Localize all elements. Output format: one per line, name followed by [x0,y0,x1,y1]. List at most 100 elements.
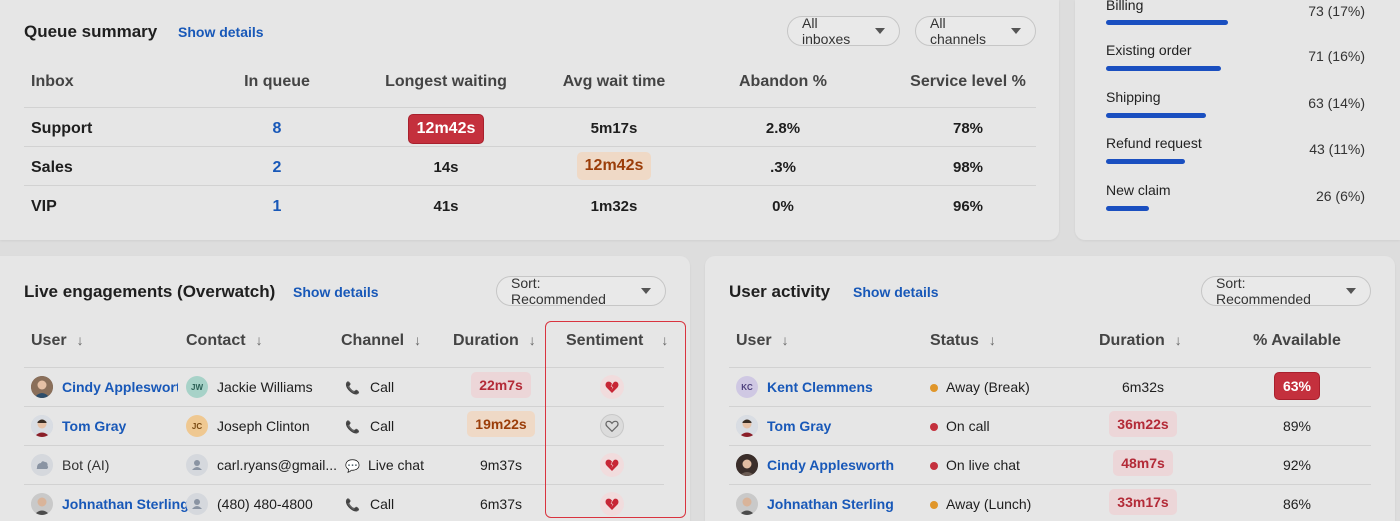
row-divider [24,185,1036,186]
duration-badge: 36m22s [1109,411,1177,437]
user-name-link[interactable]: Tom Gray [62,418,127,434]
col-header-user-label: User [736,332,772,349]
header-divider [24,367,664,368]
phone-icon: 📞 [345,420,360,434]
in-queue-count[interactable]: 2 [272,159,282,176]
in-queue-count[interactable]: 1 [272,198,282,215]
user-activity-title: User activity [729,282,831,301]
queue-summary-card: Queue summary Show details All inboxes A… [0,0,1059,240]
contact-avatar [186,454,208,476]
col-header-contact[interactable]: Contact ↓ [186,332,263,350]
avatar [736,454,758,476]
col-header-user[interactable]: User ↓ [736,332,789,350]
inbox-name: Sales [31,159,73,176]
available-cell: 63% [1237,372,1357,400]
contact-avatar [186,493,208,515]
queue-show-details-link[interactable]: Show details [178,24,264,40]
duration-cell: 19m22s [446,411,556,437]
channel-name: Call [369,496,395,512]
col-header-longest-waiting: Longest waiting [385,73,507,90]
available: 92% [1282,457,1312,473]
col-header-duration[interactable]: Duration ↓ [1099,332,1182,350]
row-divider [729,484,1371,485]
avatar [736,493,758,515]
chevron-down-icon [1011,28,1021,34]
person-icon [192,460,202,470]
sentiment-cell [600,492,624,516]
status-text: On call [946,418,990,434]
col-header-channel[interactable]: Channel ↓ [341,332,421,350]
user-name-link[interactable]: Kent Clemmens [767,379,873,395]
chevron-down-icon [1346,288,1356,294]
avatar [31,493,53,515]
broken-heart-icon [605,381,619,393]
user-name-link[interactable]: Johnathan Sterling [767,496,894,512]
col-header-in-queue: In queue [244,73,310,90]
sort-arrow-icon: ↓ [781,332,789,348]
avatar [736,415,758,437]
broken-heart-icon [605,459,619,471]
channel-name: Call [369,379,395,395]
sort-arrow-icon: ↓ [988,332,996,348]
sort-arrow-icon: ↓ [1174,332,1182,348]
contact-phone: (480) 480-4800 [217,496,313,512]
sentiment-highlight-box [545,321,686,518]
chat-icon: 💬 [345,459,360,473]
reason-value: 73 (17%) [1308,3,1365,19]
col-header-inbox: Inbox [31,73,74,90]
col-header-sentiment[interactable]: Sentiment ↓ [566,332,668,350]
inbox-filter-dropdown[interactable]: All inboxes [787,15,900,47]
channel-filter-dropdown[interactable]: All channels [915,15,1036,47]
user-name-link[interactable]: Cindy Applesworth [62,379,178,395]
channel-cell: 📞 Call [345,496,394,512]
duration-badge: 19m22s [467,411,535,437]
col-header-abandon: Abandon % [739,73,827,90]
contact-avatar: JC [186,415,208,437]
col-header-service-level: Service level % [910,73,1026,90]
avg-wait-time: 1m32s [590,198,638,215]
contact-name: Joseph Clinton [217,418,310,434]
user-name-link[interactable]: Cindy Applesworth [767,457,895,473]
reason-bar [1106,206,1149,211]
live-sort-dropdown[interactable]: Sort: Recommended [496,275,666,307]
reason-value: 43 (11%) [1309,141,1365,157]
user-activity-card: User activity Show details Sort: Recomme… [705,256,1395,521]
col-header-available[interactable]: % Available [1253,332,1341,349]
activity-show-details-link[interactable]: Show details [853,284,939,300]
header-divider [729,367,1371,368]
sentiment-cell [600,414,624,438]
avg-wait-cell: 12m42s [534,152,694,180]
channel-cell: 💬 Live chat [345,457,424,473]
status-dot [930,501,938,510]
contact-avatar: JW [186,376,208,398]
row-divider [729,406,1371,407]
user-name: Bot (AI) [62,457,110,473]
avg-wait-time: 5m17s [590,120,638,137]
duration-cell: 36m22s [1083,411,1203,437]
heart-outline-icon [605,420,619,433]
reason-label: New claim [1106,182,1171,198]
col-header-channel-label: Channel [341,332,405,349]
col-header-user[interactable]: User ↓ [31,332,84,350]
col-header-duration[interactable]: Duration ↓ [453,332,536,350]
col-header-contact-label: Contact [186,332,246,349]
status-cell: On live chat [930,457,1020,473]
sort-arrow-icon: ↓ [255,332,263,348]
col-header-duration-label: Duration [1099,332,1165,349]
longest-waiting-badge: 12m42s [407,114,485,144]
channel-name: Live chat [367,457,424,473]
status-dot [930,462,938,471]
longest-waiting-cell: 12m42s [366,114,526,144]
bot-avatar [31,454,53,476]
activity-sort-dropdown[interactable]: Sort: Recommended [1201,275,1371,307]
user-name-link[interactable]: Tom Gray [767,418,832,434]
status-dot [930,384,938,393]
sentiment-cell [600,375,624,399]
duration-badge: 33m17s [1109,489,1177,515]
reason-value: 26 (6%) [1315,188,1365,204]
col-header-status[interactable]: Status ↓ [930,332,996,350]
live-show-details-link[interactable]: Show details [293,284,379,300]
user-name-link[interactable]: Johnathan Sterling [62,496,189,512]
live-engagements-title: Live engagements (Overwatch) [24,282,276,301]
in-queue-count[interactable]: 8 [272,120,282,137]
